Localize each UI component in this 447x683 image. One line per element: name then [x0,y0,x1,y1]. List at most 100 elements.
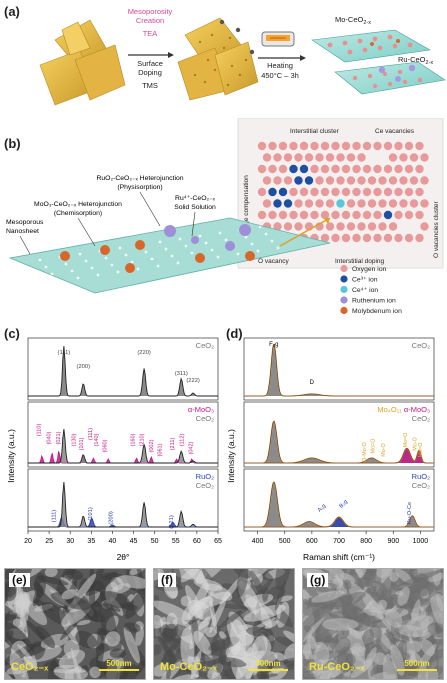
pore [144,250,148,254]
mo-ceo2-sheet-icon [311,29,431,63]
pore [150,257,154,261]
pore [218,231,222,235]
lattice-ion [362,141,372,151]
lattice-ion [367,222,377,231]
lattice-ion [394,233,403,243]
lattice-ion [310,141,319,151]
lattice-ion [278,210,288,220]
raman-peak-label: O-Mo-O [362,442,368,461]
nanosheet-dots [38,225,280,283]
moo3-het-text: MoO₃-CeO₂₋ₓ Heterojunction [34,201,122,208]
mo-ceo2-text: Mo-CeO2-x [335,15,371,26]
lattice-ion [399,199,408,208]
panel-b-label: (b) [4,136,21,151]
sem-flake [275,569,292,591]
lattice-ion [409,153,419,162]
raman-peak-label: Mo=O [370,439,376,454]
xrd-line [28,428,218,464]
raman-peak-label: Mo-O [412,437,418,450]
lattice-ion [262,199,272,208]
lattice-ion [388,176,398,185]
xrd-xtick: 55 [172,538,180,545]
lattice-ion [336,153,345,162]
xrd-hkl-ruo2: (121) [169,515,175,529]
sem-texture-f [154,569,294,679]
porous-sheets-icon [177,17,259,101]
panel-e-label: (e) [9,573,30,587]
sem-flake [218,603,246,610]
panel-f-label: (f) [158,573,176,587]
lattice-ion [346,176,356,185]
sem-flake [377,599,388,610]
legend-label: Oxygen ion [352,266,387,273]
raman-peak-label: A₁g [317,503,327,513]
lattice-ion [383,233,393,243]
panel-a-label: (a) [4,4,20,19]
interstitial-doping-text: Interstitial doping [335,258,385,265]
sem-flake [55,569,78,597]
chemisorption-text: (Chemisorption) [54,210,102,217]
raman-data [244,448,434,464]
lattice-ion [278,141,288,151]
xrd-ylabel: Intensity (a.u.) [6,429,16,483]
nanosheet-shape [8,217,331,294]
raman-peak-label: D [310,380,315,386]
sem-flake [180,627,195,669]
sem-flake [204,583,233,601]
pore [156,264,160,268]
heating-text: Heating [267,61,293,70]
xrd-sub3-frame [27,468,219,532]
xrd-hkl: (111) [58,350,71,356]
lattice-ion [378,176,387,185]
lattice-ion [388,153,398,162]
sem-flake [41,601,69,625]
sem-flake [158,628,187,656]
sem-flake [193,630,212,655]
xrd-hkl: (311) [175,371,188,377]
lattice-ion [404,233,414,243]
sem-flake [361,591,384,620]
sem-flake [367,569,377,576]
lattice-ion [352,164,361,174]
lattice-ion [394,164,403,174]
lattice-ion [320,233,330,243]
sem-flake [181,604,194,625]
raman-xlabel: Raman shift (cm⁻¹) [303,552,375,562]
sem-flake [311,590,345,603]
lattice-ion [352,141,361,151]
xrd-xtick: 60 [193,538,201,545]
lattice-ion [262,176,272,185]
sem-flake [105,631,121,647]
lattice-ion [331,233,340,243]
lattice-ion [346,199,356,208]
sem-flake [35,626,56,649]
xrd-sub1-frame [27,337,219,401]
lattice-ion [357,176,366,185]
lattice-ion [299,164,309,174]
legend-swatch [340,264,348,273]
mesoporosity-text: Mesoporosity [128,7,173,16]
sem-g-scalebar: 500nm [397,659,437,671]
panel-a: (a) [0,0,447,120]
sem-flake [385,608,403,628]
xrd-legend: α-MoO₃ [188,405,214,414]
sem-flake [124,622,141,633]
lattice-ion [373,233,382,243]
lattice-ion [262,153,272,162]
lattice-ion [373,164,382,174]
sem-flake [307,634,317,650]
sem-flake [116,575,145,589]
pore [136,267,140,271]
lattice-ion [331,141,340,151]
lattice-ion [268,210,277,220]
sem-flake [373,580,394,609]
sem-flake [109,648,127,659]
lattice-ion [315,176,324,185]
sem-flake [5,630,14,642]
raman-data [244,516,434,528]
sem-image-e: (e) CeO₂₋ₓ 500nm [4,568,146,680]
heating-cond-text: 450°C – 3h [261,71,299,80]
sem-flake [328,569,345,583]
sem-flake [217,608,246,629]
sem-flake [270,657,294,669]
